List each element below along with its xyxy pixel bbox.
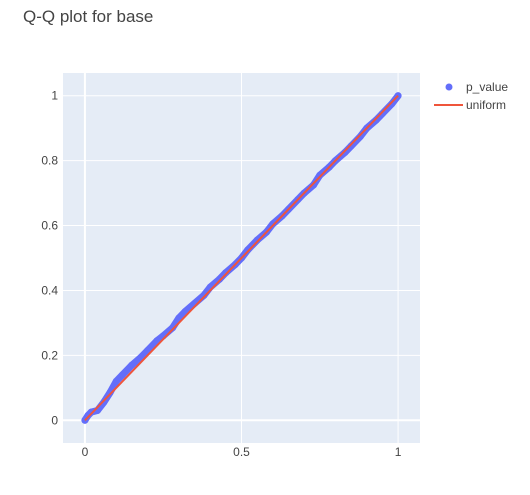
- x-tick-label: 1: [395, 445, 402, 459]
- p-value-point[interactable]: [128, 361, 136, 369]
- p-value-point[interactable]: [244, 246, 252, 254]
- p-value-point[interactable]: [216, 275, 224, 283]
- p-value-point[interactable]: [347, 142, 355, 150]
- p-value-point[interactable]: [310, 181, 318, 189]
- y-axis-ticks: 0 0.2 0.4 0.6 0.8 1: [41, 89, 58, 428]
- p-value-point[interactable]: [316, 171, 324, 179]
- y-tick-label: 0.8: [41, 154, 58, 168]
- p-value-point[interactable]: [100, 398, 108, 406]
- y-tick-label: 1: [51, 89, 58, 103]
- p-value-point[interactable]: [169, 324, 177, 332]
- p-value-point[interactable]: [357, 132, 364, 140]
- chart-title: Q-Q plot for base: [23, 7, 154, 26]
- p-value-point[interactable]: [378, 110, 386, 118]
- p-value-point[interactable]: [119, 371, 126, 379]
- y-tick-label: 0: [51, 413, 58, 427]
- legend-label-p-value: p_value: [466, 80, 508, 94]
- legend-label-uniform: uniform: [466, 98, 506, 112]
- uniform-line: [84, 95, 399, 421]
- p-value-point[interactable]: [269, 220, 277, 228]
- p-value-point[interactable]: [200, 291, 208, 299]
- p-value-point[interactable]: [372, 116, 380, 124]
- p-value-point[interactable]: [253, 236, 261, 244]
- p-value-point[interactable]: [341, 149, 349, 157]
- y-tick-label: 0.4: [41, 283, 58, 297]
- p-value-point[interactable]: [112, 377, 120, 385]
- p-value-point[interactable]: [388, 100, 396, 108]
- x-tick-label: 0: [82, 445, 89, 459]
- y-tick-label: 0.2: [41, 348, 58, 362]
- p-value-point[interactable]: [222, 269, 230, 277]
- uniform-series: [84, 95, 399, 421]
- p-value-point[interactable]: [106, 389, 114, 397]
- p-value-point[interactable]: [87, 408, 95, 416]
- legend-item-uniform[interactable]: uniform: [434, 98, 506, 112]
- x-axis-ticks: 0 0.5 1: [82, 445, 402, 459]
- x-tick-label: 0.5: [233, 445, 250, 459]
- y-tick-label: 0.6: [41, 219, 58, 233]
- legend[interactable]: p_value uniform: [434, 80, 508, 112]
- legend-marker-p-value: [445, 83, 453, 91]
- legend-item-p-value[interactable]: p_value: [445, 80, 509, 94]
- grid-lines: [63, 73, 420, 443]
